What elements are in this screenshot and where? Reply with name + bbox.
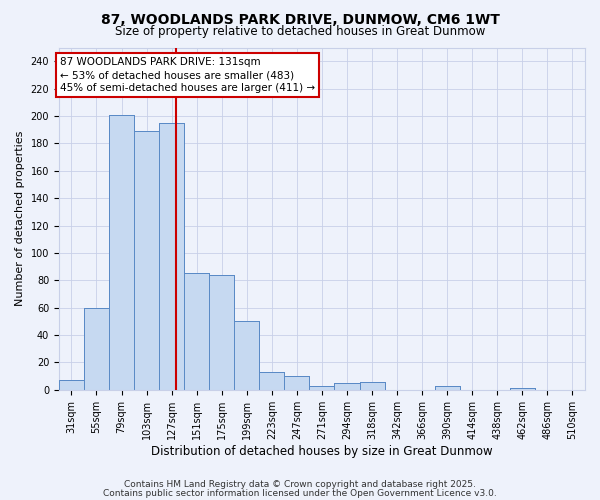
Text: Contains public sector information licensed under the Open Government Licence v3: Contains public sector information licen… [103,489,497,498]
Bar [310,386,334,390]
Bar [234,322,259,390]
Bar [134,131,159,390]
Y-axis label: Number of detached properties: Number of detached properties [15,131,25,306]
Bar [59,380,84,390]
Bar [434,386,460,390]
Bar [334,383,359,390]
Bar [209,275,234,390]
Text: 87, WOODLANDS PARK DRIVE, DUNMOW, CM6 1WT: 87, WOODLANDS PARK DRIVE, DUNMOW, CM6 1W… [101,12,499,26]
Bar [510,388,535,390]
X-axis label: Distribution of detached houses by size in Great Dunmow: Distribution of detached houses by size … [151,444,493,458]
Bar [259,372,284,390]
Bar [284,376,310,390]
Text: Size of property relative to detached houses in Great Dunmow: Size of property relative to detached ho… [115,25,485,38]
Text: 87 WOODLANDS PARK DRIVE: 131sqm
← 53% of detached houses are smaller (483)
45% o: 87 WOODLANDS PARK DRIVE: 131sqm ← 53% of… [60,57,315,94]
Text: Contains HM Land Registry data © Crown copyright and database right 2025.: Contains HM Land Registry data © Crown c… [124,480,476,489]
Bar [184,274,209,390]
Bar [84,308,109,390]
Bar [109,114,134,390]
Bar [159,123,184,390]
Bar [359,382,385,390]
